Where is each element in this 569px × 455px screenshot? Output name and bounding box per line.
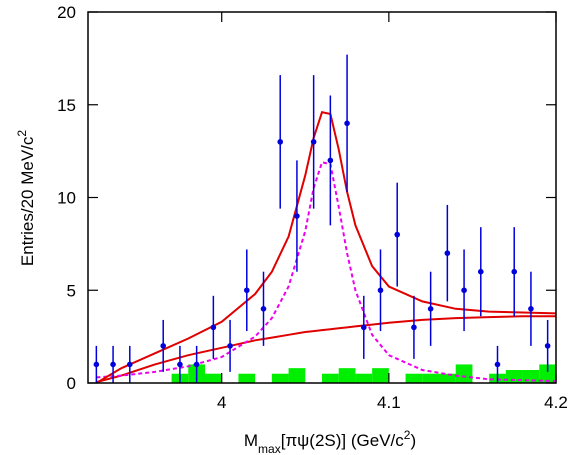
background-bar — [322, 373, 339, 383]
data-point — [210, 324, 217, 331]
background-bar — [271, 373, 289, 383]
data-point — [294, 213, 300, 219]
data-point — [260, 306, 267, 312]
background-bar — [539, 364, 556, 383]
y-axis-label-part: 2 — [15, 130, 29, 137]
data-point — [528, 306, 534, 312]
y-tick-label: 10 — [57, 189, 76, 208]
x-tick-label: 4.2 — [544, 393, 568, 412]
data-point — [277, 139, 284, 145]
data-point — [93, 361, 100, 368]
x-tick-label: 4 — [217, 393, 226, 412]
data-point — [411, 324, 417, 331]
data-point — [327, 157, 334, 164]
y-tick-label: 0 — [67, 374, 76, 393]
background-bar — [455, 364, 473, 383]
fit-curve — [95, 111, 556, 383]
fit-curve — [96, 161, 556, 383]
background-bar — [372, 368, 389, 383]
data-point — [544, 343, 551, 349]
data-point — [394, 231, 401, 238]
background-bar — [338, 368, 356, 383]
x-axis-label-part: M — [244, 431, 258, 450]
fit-curve — [96, 315, 556, 383]
data-point — [427, 306, 434, 312]
data-point — [227, 343, 233, 349]
y-tick-label: 5 — [67, 281, 76, 300]
y-tick-label: 20 — [57, 3, 76, 22]
data-point — [377, 287, 384, 294]
data-point — [444, 250, 451, 256]
y-tick-label: 15 — [57, 96, 76, 115]
background-bar — [288, 368, 306, 383]
x-axis-label-part: max — [258, 442, 281, 455]
plot-frame — [87, 11, 557, 384]
y-axis-label-part: Entries/20 MeV/c — [18, 136, 37, 266]
y-axis-label: Entries/20 MeV/c2 — [15, 130, 37, 266]
background-bar — [439, 373, 456, 383]
background-bar — [238, 373, 256, 383]
x-axis-label-part: ) — [410, 431, 416, 450]
data-point — [344, 120, 350, 127]
data-point — [461, 287, 467, 294]
background-bar — [355, 373, 373, 383]
data-point — [126, 361, 133, 368]
data-point — [160, 343, 167, 349]
background-bar — [405, 373, 423, 383]
data-point — [310, 139, 317, 145]
data-point — [110, 361, 116, 368]
x-axis-label-part: 2 — [404, 428, 411, 442]
background-bar — [422, 373, 439, 383]
data-point — [477, 268, 484, 275]
data-point — [360, 324, 367, 331]
x-axis-label-part: [πψ(2S)] (GeV/c — [281, 431, 405, 450]
data-point — [494, 361, 501, 368]
background-bar — [205, 373, 222, 383]
data-point — [511, 268, 518, 275]
data-point — [243, 287, 250, 294]
x-tick-label: 4.1 — [377, 393, 401, 412]
data-point — [193, 361, 200, 368]
x-axis-label: Mmax[πψ(2S)] (GeV/c2) — [244, 428, 416, 455]
data-point — [177, 361, 183, 368]
